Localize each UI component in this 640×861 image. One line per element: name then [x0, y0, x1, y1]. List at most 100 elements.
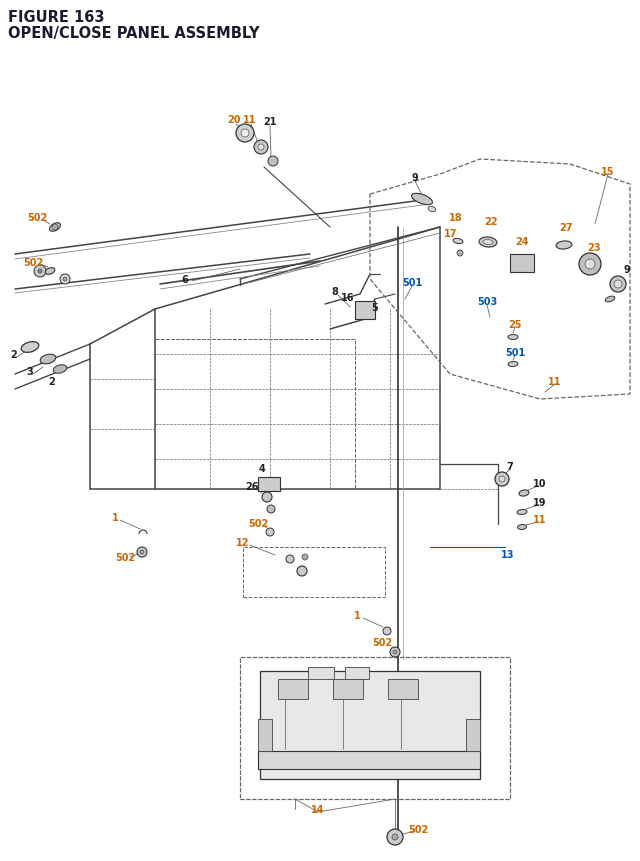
Ellipse shape	[49, 224, 61, 232]
Circle shape	[383, 628, 391, 635]
Text: 14: 14	[311, 804, 324, 814]
Bar	[355, 301, 375, 319]
Ellipse shape	[508, 362, 518, 367]
Circle shape	[457, 251, 463, 257]
Circle shape	[297, 567, 307, 576]
Circle shape	[302, 554, 308, 561]
Text: 15: 15	[601, 167, 615, 177]
Bar	[260, 672, 480, 779]
Text: 23: 23	[588, 243, 601, 253]
Circle shape	[286, 555, 294, 563]
Text: 20: 20	[227, 115, 241, 125]
Ellipse shape	[605, 297, 615, 302]
Text: 21: 21	[263, 117, 276, 127]
Bar	[466, 719, 480, 751]
Text: 11: 11	[243, 115, 257, 125]
Bar	[510, 255, 534, 273]
Circle shape	[241, 130, 249, 138]
Bar	[155, 339, 355, 489]
Circle shape	[499, 476, 505, 482]
Ellipse shape	[556, 242, 572, 250]
Text: 26: 26	[245, 481, 259, 492]
Circle shape	[140, 550, 144, 554]
Circle shape	[610, 276, 626, 293]
Ellipse shape	[21, 342, 39, 353]
Bar	[388, 679, 418, 699]
Circle shape	[393, 650, 397, 654]
Text: 502: 502	[23, 257, 43, 268]
Text: 17: 17	[444, 229, 458, 238]
Text: 3: 3	[27, 367, 33, 376]
Text: 502: 502	[408, 824, 428, 834]
Circle shape	[137, 548, 147, 557]
Text: 11: 11	[533, 514, 547, 524]
Circle shape	[495, 473, 509, 486]
Text: 19: 19	[533, 498, 547, 507]
Text: 502: 502	[115, 553, 135, 562]
Ellipse shape	[45, 269, 55, 275]
Text: 24: 24	[515, 237, 529, 247]
Text: 27: 27	[559, 223, 573, 232]
Text: 1: 1	[354, 610, 360, 620]
Bar	[155, 339, 355, 489]
Ellipse shape	[479, 238, 497, 248]
Circle shape	[236, 125, 254, 143]
Ellipse shape	[453, 239, 463, 245]
Bar	[345, 667, 369, 679]
Text: 10: 10	[533, 479, 547, 488]
Text: 503: 503	[477, 297, 497, 307]
Text: 6: 6	[182, 275, 188, 285]
Circle shape	[579, 254, 601, 276]
Bar	[240, 657, 510, 799]
Bar	[278, 679, 308, 699]
Text: 2: 2	[49, 376, 56, 387]
Text: 501: 501	[402, 278, 422, 288]
Text: 18: 18	[449, 213, 463, 223]
Circle shape	[262, 492, 272, 503]
Circle shape	[390, 647, 400, 657]
Ellipse shape	[40, 355, 56, 364]
Circle shape	[52, 225, 58, 231]
Ellipse shape	[483, 240, 493, 245]
Text: 501: 501	[505, 348, 525, 357]
Ellipse shape	[53, 365, 67, 374]
Text: 2: 2	[11, 350, 17, 360]
Bar	[258, 751, 480, 769]
Circle shape	[585, 260, 595, 269]
Text: 9: 9	[623, 264, 630, 275]
Text: 12: 12	[236, 537, 250, 548]
Text: 4: 4	[259, 463, 266, 474]
Bar	[243, 548, 385, 598]
Circle shape	[267, 505, 275, 513]
Circle shape	[268, 157, 278, 167]
Text: 25: 25	[508, 319, 522, 330]
Text: 5: 5	[372, 303, 378, 313]
Text: 8: 8	[332, 287, 339, 297]
Ellipse shape	[428, 207, 436, 213]
Text: 16: 16	[341, 293, 355, 303]
Circle shape	[60, 275, 70, 285]
Text: 502: 502	[248, 518, 268, 529]
Circle shape	[258, 145, 264, 151]
Ellipse shape	[519, 491, 529, 497]
Text: 22: 22	[484, 217, 498, 226]
Text: 502: 502	[372, 637, 392, 647]
Circle shape	[38, 269, 42, 274]
Ellipse shape	[517, 510, 527, 515]
Bar	[258, 719, 272, 751]
Bar	[308, 667, 334, 679]
Text: 13: 13	[501, 549, 515, 560]
Circle shape	[266, 529, 274, 536]
Ellipse shape	[508, 335, 518, 340]
Circle shape	[392, 834, 398, 840]
Circle shape	[387, 829, 403, 845]
Bar	[258, 478, 280, 492]
Circle shape	[254, 141, 268, 155]
Text: FIGURE 163: FIGURE 163	[8, 10, 104, 25]
Text: 11: 11	[548, 376, 562, 387]
Circle shape	[614, 281, 622, 288]
Ellipse shape	[412, 194, 433, 206]
Text: 1: 1	[111, 512, 118, 523]
Ellipse shape	[518, 525, 527, 530]
Text: 502: 502	[27, 213, 47, 223]
